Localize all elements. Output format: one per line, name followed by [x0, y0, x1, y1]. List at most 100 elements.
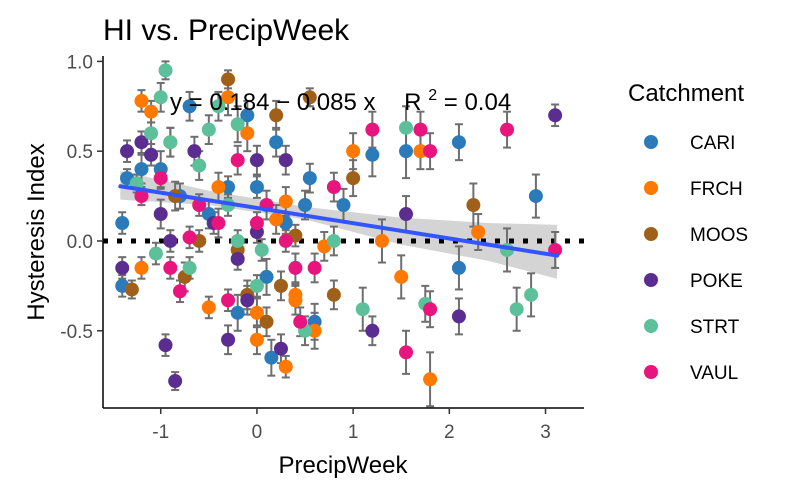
data-point-strt [230, 117, 245, 132]
legend-swatch [644, 135, 658, 149]
legend-swatch [644, 365, 658, 379]
r2-value: = 0.04 [444, 89, 511, 116]
data-point-poke [230, 251, 245, 266]
data-point-frch [394, 269, 409, 284]
y-tick-label: 0.0 [67, 232, 93, 253]
axes: -1 0 1 2 3 -0.5 0.0 0.5 1.0 [60, 52, 584, 443]
data-point-frch [221, 90, 236, 105]
data-point-poke [278, 153, 293, 168]
data-point-frch [307, 323, 322, 338]
data-point-moos [466, 198, 481, 213]
data-point-strt [254, 242, 269, 257]
x-tick-label: -1 [152, 422, 169, 443]
data-point-poke [221, 332, 236, 347]
data-point-cari [451, 260, 466, 275]
data-point-moos [326, 287, 341, 302]
data-point-frch [288, 293, 303, 308]
data-point-vaul [134, 189, 149, 204]
data-point-frch [201, 300, 216, 315]
data-point-vaul [423, 302, 438, 317]
data-point-vaul [172, 284, 187, 299]
data-point-moos [273, 278, 288, 293]
data-point-poke [451, 309, 466, 324]
data-point-vaul [288, 260, 303, 275]
y-tick-label: -0.5 [60, 322, 93, 343]
data-point-poke [399, 207, 414, 222]
data-point-poke [163, 233, 178, 248]
data-point-frch [240, 126, 255, 141]
data-point-moos [269, 108, 284, 123]
y-axis-title: Hysteresis Index [23, 143, 50, 320]
data-point-poke [115, 260, 130, 275]
data-point-cari [298, 198, 313, 213]
data-point-strt [355, 302, 370, 317]
regression-equation: y = 0.184 − 0.085 x R 2 = 0.04 [170, 79, 511, 116]
data-point-frch [144, 104, 159, 119]
data-point-frch [374, 233, 389, 248]
legend-label: MOOS [690, 225, 748, 246]
data-point-frch [249, 305, 264, 320]
legend-swatch [644, 181, 658, 195]
data-point-strt [524, 287, 539, 302]
data-point-strt [399, 120, 414, 135]
data-point-strt [158, 63, 173, 78]
legend: CARI FRCH MOOS POKE STRT VAUL [644, 133, 748, 384]
data-point-poke [153, 207, 168, 222]
data-point-cari [249, 180, 264, 195]
y-tick-label: 0.5 [67, 142, 93, 163]
data-point-cari [302, 171, 317, 186]
data-point-vaul [293, 314, 308, 329]
data-point-frch [134, 93, 149, 108]
legend-item-cari: CARI [644, 133, 735, 154]
legend-item-strt: STRT [644, 317, 740, 338]
legend-title: Catchment [628, 80, 744, 107]
x-tick-label: 2 [444, 422, 455, 443]
data-point-poke [120, 144, 135, 159]
data-point-strt [153, 90, 168, 105]
data-point-vaul [365, 122, 380, 137]
data-point-poke [168, 374, 183, 389]
data-point-cari [365, 147, 380, 162]
plot-area [103, 60, 584, 408]
data-point-frch [471, 225, 486, 239]
data-point-poke [365, 323, 380, 338]
regression-line [118, 184, 560, 258]
data-point-cari [336, 198, 351, 213]
data-point-frch [413, 144, 428, 159]
data-point-vaul [399, 345, 414, 360]
data-point-frch [423, 372, 438, 387]
x-tick-label: 1 [348, 422, 359, 443]
data-point-frch [211, 180, 226, 195]
data-point-vaul [182, 230, 197, 245]
data-point-moos [259, 314, 274, 329]
legend-swatch [644, 273, 658, 287]
data-point-poke [273, 341, 288, 356]
data-point-cari [269, 135, 284, 150]
data-point-cari [451, 135, 466, 150]
data-point-vaul [423, 144, 438, 159]
data-point-vaul [153, 171, 168, 186]
data-point-cari [264, 350, 279, 365]
data-point-moos [346, 171, 361, 186]
data-point-strt [230, 233, 245, 248]
data-point-vaul [221, 293, 236, 308]
data-point-poke [548, 108, 563, 123]
legend-label: STRT [690, 317, 740, 338]
data-point-cari [182, 99, 197, 114]
data-point-poke [187, 144, 202, 159]
data-point-frch [278, 194, 293, 209]
data-point-moos [124, 282, 139, 297]
point-group [115, 63, 563, 389]
data-point-cari [221, 180, 236, 195]
r2-symbol: R [404, 89, 421, 116]
legend-item-frch: FRCH [644, 179, 743, 200]
data-point-vaul [413, 122, 428, 137]
data-point-strt [148, 246, 163, 261]
x-tick-label: 0 [252, 422, 263, 443]
data-point-vaul [230, 153, 245, 168]
data-point-strt [249, 278, 264, 293]
data-point-frch [278, 359, 293, 374]
data-point-vaul [211, 216, 226, 231]
data-point-vaul [307, 260, 322, 275]
